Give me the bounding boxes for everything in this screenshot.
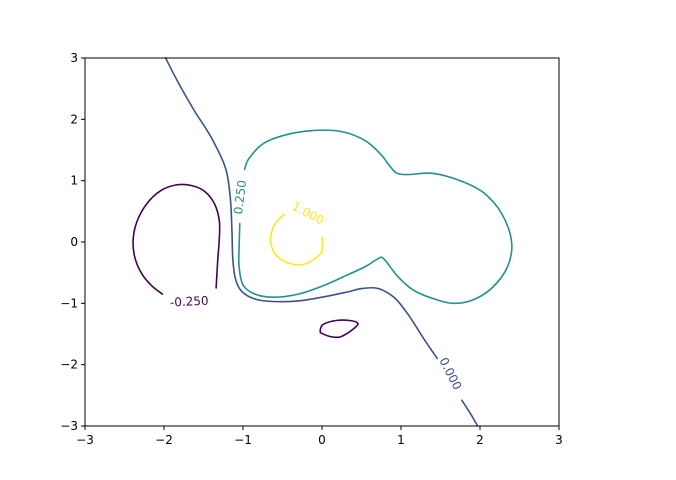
x-tick-label: −3 bbox=[76, 433, 94, 447]
contour-level-label: -0.250 bbox=[170, 294, 209, 310]
contour-level-label: 0.250 bbox=[231, 179, 249, 215]
x-axis: −3 −2 −1 0 1 2 3 bbox=[76, 426, 563, 447]
contour-line bbox=[461, 399, 479, 427]
y-axis: −3 −2 −1 0 1 2 3 bbox=[60, 51, 85, 433]
contour-lines bbox=[132, 57, 513, 427]
contour-line bbox=[237, 129, 513, 305]
contour-line bbox=[269, 213, 324, 266]
x-tick-label: −1 bbox=[234, 433, 252, 447]
contour-line bbox=[132, 183, 221, 295]
x-tick-label: 2 bbox=[476, 433, 484, 447]
y-tick-label: −2 bbox=[60, 358, 78, 372]
x-tick-label: 0 bbox=[318, 433, 326, 447]
y-tick-label: 3 bbox=[70, 51, 78, 65]
y-tick-label: −3 bbox=[60, 419, 78, 433]
y-tick-label: 1 bbox=[70, 174, 78, 188]
contour-line bbox=[164, 57, 439, 360]
contour-line bbox=[319, 319, 359, 339]
x-tick-label: 1 bbox=[397, 433, 405, 447]
y-tick-label: −1 bbox=[60, 296, 78, 310]
x-tick-label: −2 bbox=[155, 433, 173, 447]
y-tick-label: 2 bbox=[70, 112, 78, 126]
x-tick-label: 3 bbox=[555, 433, 563, 447]
y-tick-label: 0 bbox=[70, 235, 78, 249]
